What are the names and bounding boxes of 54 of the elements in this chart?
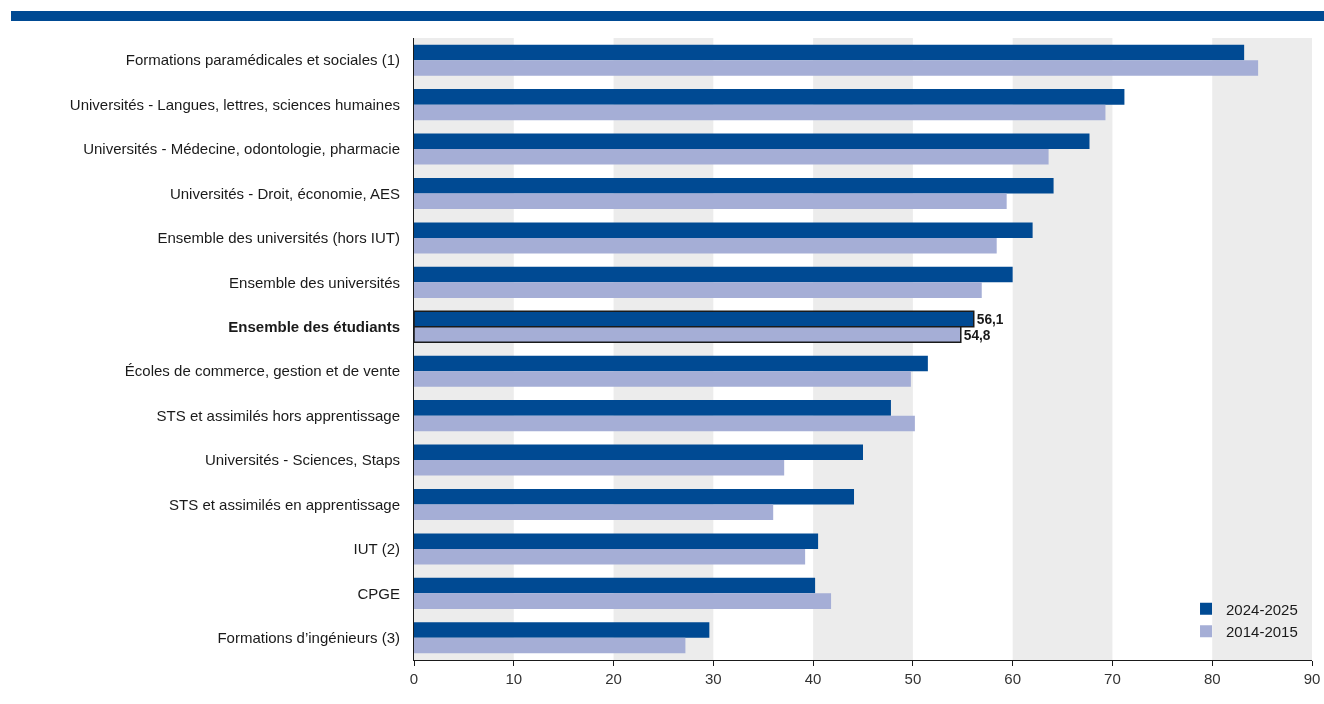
x-tick-label: 70 xyxy=(1104,670,1121,687)
y-tick-label: Universités - Sciences, Staps xyxy=(204,451,400,469)
bar xyxy=(414,533,819,549)
x-tick-label: 60 xyxy=(1004,670,1022,687)
y-tick-label: Universités - Médecine, odontologie, pharmacie xyxy=(83,140,400,158)
y-tick-label: Ensemble des universités xyxy=(229,273,400,291)
y-tick-label: CPGE xyxy=(357,584,400,602)
bar xyxy=(414,637,686,654)
y-tick-label: Formations d’ingénieurs (3) xyxy=(217,629,400,647)
bar xyxy=(414,355,928,372)
bar xyxy=(414,371,911,387)
bar xyxy=(414,149,1049,165)
bar xyxy=(414,237,997,254)
y-tick-label: Écoles de commerce, gestion et de vente xyxy=(124,362,400,380)
x-tick-label: 40 xyxy=(804,670,822,687)
bar xyxy=(414,282,982,298)
bar xyxy=(414,415,915,432)
bar xyxy=(414,193,1007,210)
bar xyxy=(414,133,1090,150)
bar xyxy=(414,177,1054,194)
bar xyxy=(414,444,863,461)
x-tick-label: 10 xyxy=(505,670,523,687)
y-tick-label: Universités - Droit, économie, AES xyxy=(169,184,400,202)
bar xyxy=(414,104,1106,121)
y-tick-label: IUT (2) xyxy=(353,540,400,558)
bar xyxy=(414,504,774,521)
x-tick-label: 50 xyxy=(904,670,922,687)
bar xyxy=(414,593,832,609)
y-tick-label: Universités - Langues, lettres, sciences humaines xyxy=(69,95,400,113)
bar xyxy=(414,89,1125,105)
bar xyxy=(414,548,806,565)
bar xyxy=(414,266,1013,283)
legend-label: 2024-2025 xyxy=(1226,600,1298,618)
bar xyxy=(414,622,710,638)
legend-label: 2014-2015 xyxy=(1226,623,1298,641)
x-tick-label: 30 xyxy=(704,670,722,687)
bar xyxy=(414,460,785,476)
data-label: 56,1 xyxy=(976,312,1004,328)
y-tick-label: STS et assimilés en apprentissage xyxy=(169,495,400,513)
bar xyxy=(414,60,1259,76)
x-tick-label: 80 xyxy=(1203,670,1221,687)
y-tick-label: Ensemble des universités (hors IUT) xyxy=(157,229,400,247)
y-tick-label: STS et assimilés hors apprentissage xyxy=(156,406,400,424)
bar xyxy=(414,222,1033,238)
x-tick-label: 0 xyxy=(409,670,419,687)
y-tick-label: Ensemble des étudiants xyxy=(228,318,400,336)
bar xyxy=(414,44,1245,61)
y-tick-label: Formations paramédicales et sociales (1) xyxy=(125,51,400,69)
bar xyxy=(414,577,816,594)
data-label: 54,8 xyxy=(963,327,991,343)
bar xyxy=(414,400,891,416)
bar xyxy=(414,488,855,505)
x-tick-label: 90 xyxy=(1303,670,1321,687)
x-tick-label: 20 xyxy=(605,670,622,687)
